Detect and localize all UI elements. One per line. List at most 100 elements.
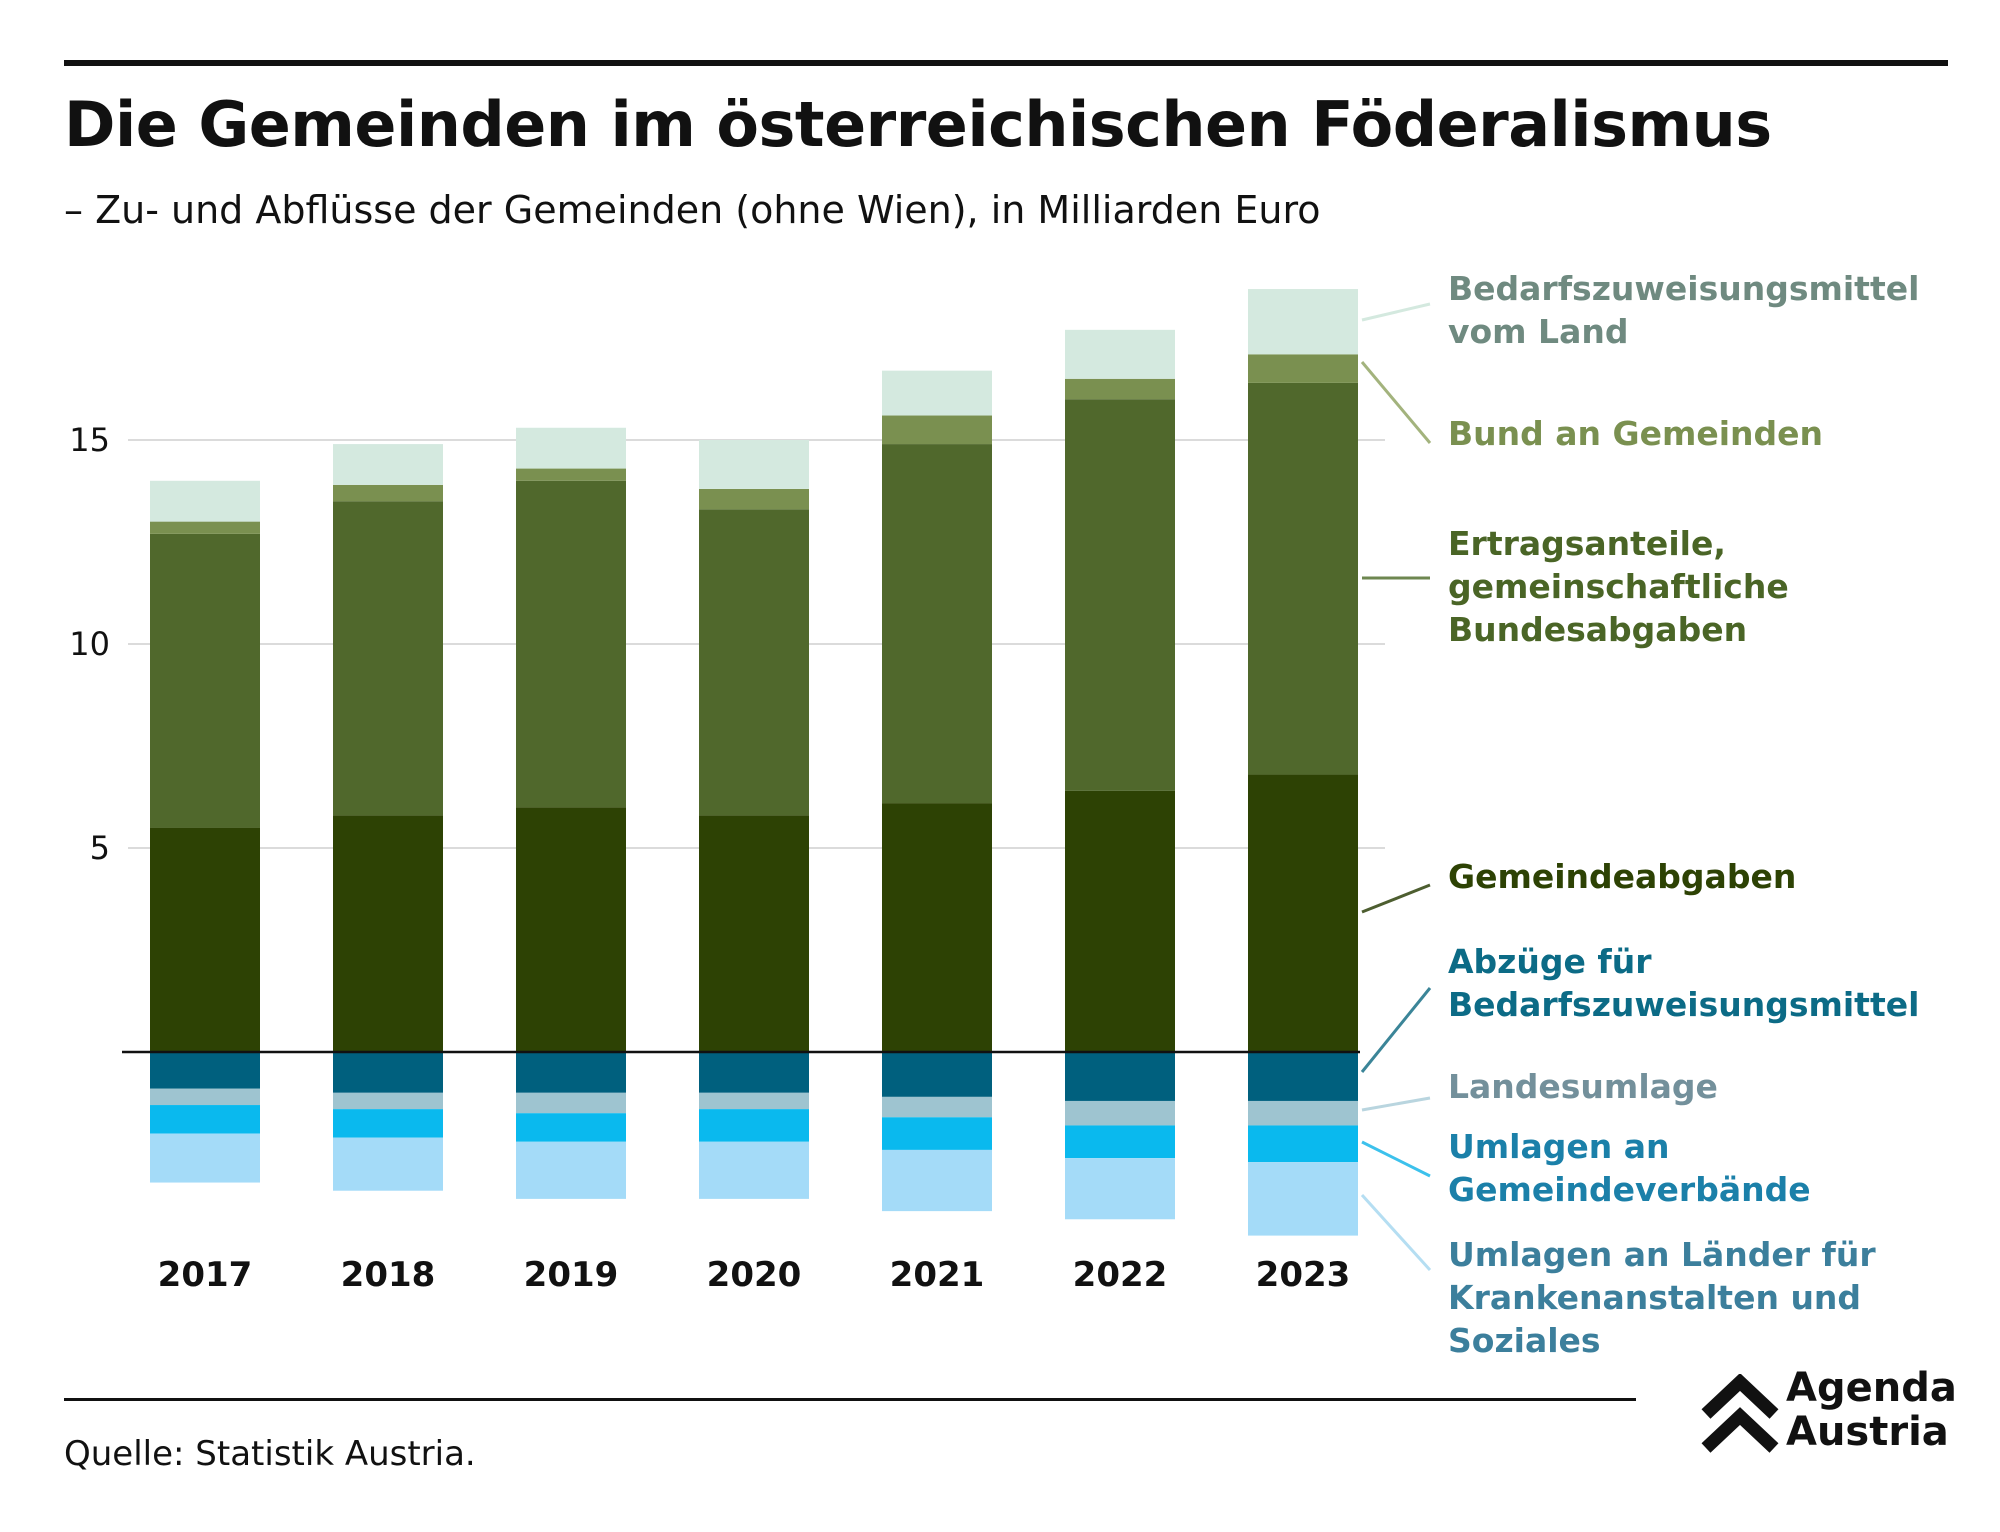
bar-segment (882, 444, 992, 804)
bar-segment (699, 440, 809, 489)
top-rule (64, 60, 1948, 66)
legend-leader-line (1361, 302, 1431, 322)
bar-segment (1248, 289, 1358, 355)
legend-leader-line (1360, 1193, 1432, 1272)
bar-segment (1248, 1125, 1358, 1163)
bar-segment (516, 1092, 626, 1114)
bar-segment (882, 1149, 992, 1212)
x-category-label: 2023 (1256, 1255, 1351, 1295)
bar-segment (882, 1052, 992, 1097)
bar-segment (150, 480, 260, 522)
legend-label: Umlagen an Gemeindeverbände (1448, 1127, 1811, 1209)
legend-label-line: Gemeindeverbände (1448, 1170, 1811, 1209)
legend-leader-line (1360, 361, 1432, 444)
legend-leader-line (1361, 883, 1431, 914)
bar-segment (150, 533, 260, 828)
y-tick-label: 15 (69, 421, 110, 459)
bar-segment (516, 480, 626, 808)
bar-segment (333, 501, 443, 816)
legend-label: Umlagen an Länder für Krankenanstalten un… (1448, 1235, 1876, 1360)
legend-leader-line (1361, 1096, 1431, 1112)
legend-label: Gemeindeabgaben (1448, 857, 1796, 896)
legend-label: Landesumlage (1448, 1067, 1718, 1106)
bar-segment (699, 509, 809, 816)
bar-segment (1065, 790, 1175, 1052)
bar-segment (1065, 1052, 1175, 1101)
bar-segment (516, 427, 626, 469)
bar-segment (699, 1052, 809, 1093)
bar-segment (1065, 1100, 1175, 1126)
legend-label-line: Landesumlage (1448, 1067, 1718, 1106)
bar-segment (1248, 354, 1358, 383)
legend-label-line: Abzüge für (1448, 942, 1652, 981)
bar-segment (333, 1092, 443, 1110)
bar-segment (150, 1088, 260, 1106)
bar-segment (150, 1105, 260, 1134)
y-tick-label: 5 (90, 829, 110, 867)
bar-segment (333, 444, 443, 485)
legend-label-line: Soziales (1448, 1321, 1601, 1360)
bar-segment (699, 1092, 809, 1110)
x-category-label: 2021 (890, 1255, 985, 1295)
logo-line-2: Austria (1786, 1409, 1949, 1455)
bar-segment (1065, 399, 1175, 791)
legend-label-line: Umlagen an (1448, 1127, 1670, 1166)
bottom-rule (64, 1398, 1636, 1401)
source-note: Quelle: Statistik Austria. (64, 1434, 476, 1474)
bar-segment (333, 815, 443, 1052)
bar-segment (333, 484, 443, 502)
bar-segment (150, 521, 260, 534)
bar-segment (882, 803, 992, 1052)
bar-segment (333, 1052, 443, 1093)
bar-segment (882, 370, 992, 416)
legend-label-line: Bedarfszuweisungsmittel (1448, 269, 1919, 308)
bar-segment (150, 1133, 260, 1183)
chart-title: Die Gemeinden im österreichischen Födera… (64, 88, 1772, 161)
chevron-logo-icon (1701, 1374, 1779, 1453)
bar-segment (1065, 378, 1175, 400)
bar-segment (516, 468, 626, 481)
legend-label-line: vom Land (1448, 312, 1628, 351)
x-category-label: 2017 (158, 1255, 253, 1295)
bar-segment (882, 1096, 992, 1118)
stacked-bar-chart: 5 10 15 2017 2018 2019 2020 2021 2022 2023 Bedarfs… (69, 269, 1919, 1360)
legend-label: Bedarfszuweisungsmittel vom Land (1448, 269, 1919, 351)
bar-segment (516, 1141, 626, 1199)
bar-segment (333, 1137, 443, 1191)
bar-segment (1248, 1052, 1358, 1101)
bar-segment (1065, 1158, 1175, 1220)
legend-label-line: Bund an Gemeinden (1448, 414, 1823, 453)
y-tick-label: 10 (69, 625, 110, 663)
legend-leader-line (1361, 1140, 1431, 1178)
legend-label-line: Bundesabgaben (1448, 610, 1747, 649)
bar-segment (516, 1052, 626, 1093)
bar-segment (516, 1113, 626, 1142)
bar-segment (150, 1052, 260, 1089)
x-category-label: 2019 (524, 1255, 619, 1295)
bar-segment (333, 1109, 443, 1138)
logo-text: Agenda Austria (1786, 1366, 1957, 1454)
bar-segment (1248, 774, 1358, 1052)
legend-label-line: gemeinschaftliche (1448, 567, 1789, 606)
legend-label-line: Bedarfszuweisungsmittel (1448, 985, 1919, 1024)
bar-segment (150, 827, 260, 1052)
legend-label-line: Gemeindeabgaben (1448, 857, 1796, 896)
x-category-label: 2020 (707, 1255, 802, 1295)
bar-segment (1065, 329, 1175, 379)
bar-segment (699, 1109, 809, 1142)
legend-label-line: Ertragsanteile, (1448, 524, 1726, 563)
bar-segment (1248, 382, 1358, 775)
bar-segment (882, 1117, 992, 1150)
bar-segment (516, 807, 626, 1052)
bar-segment (699, 815, 809, 1052)
bar-segment (1248, 1162, 1358, 1236)
bar-segment (1065, 1125, 1175, 1159)
logo-line-1: Agenda (1786, 1365, 1957, 1411)
legend-label: Ertragsanteile, gemeinschaftliche Bundesab… (1448, 524, 1789, 649)
legend-leader-line (1360, 987, 1432, 1073)
legend-label: Abzüge für Bedarfszuweisungsmittel (1448, 942, 1919, 1024)
bar-segment (699, 488, 809, 510)
x-category-label: 2018 (341, 1255, 436, 1295)
bar-segment (882, 415, 992, 445)
chart-subtitle: – Zu- und Abflüsse der Gemeinden (ohne W… (64, 188, 1321, 232)
